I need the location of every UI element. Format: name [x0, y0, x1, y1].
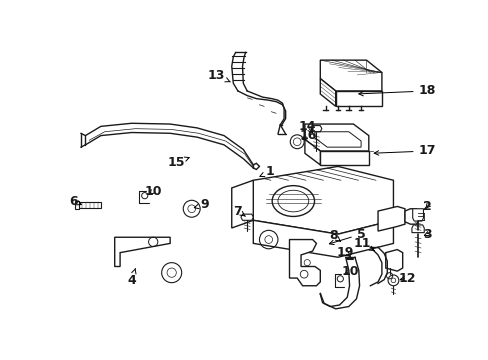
Polygon shape: [411, 225, 424, 233]
Polygon shape: [241, 214, 253, 220]
Polygon shape: [385, 249, 402, 271]
Polygon shape: [253, 220, 393, 257]
Polygon shape: [305, 139, 320, 165]
Text: 11: 11: [353, 237, 374, 251]
Polygon shape: [320, 60, 381, 91]
Text: 3: 3: [422, 228, 431, 240]
Polygon shape: [320, 78, 335, 106]
Text: 2: 2: [422, 200, 431, 213]
Polygon shape: [289, 239, 320, 286]
Text: 12: 12: [398, 271, 415, 284]
Polygon shape: [231, 180, 253, 228]
Polygon shape: [404, 209, 417, 224]
Text: 19: 19: [336, 246, 354, 259]
Text: 14: 14: [298, 120, 315, 133]
Polygon shape: [305, 124, 368, 151]
Text: 5: 5: [329, 228, 365, 245]
Text: 9: 9: [194, 198, 209, 211]
Text: 17: 17: [373, 144, 435, 157]
Text: 15: 15: [167, 156, 189, 169]
Text: 13: 13: [207, 69, 230, 82]
Text: 10: 10: [144, 185, 162, 198]
Text: 1: 1: [259, 165, 274, 178]
Text: 10: 10: [341, 265, 358, 278]
Text: 8: 8: [328, 229, 340, 242]
Polygon shape: [253, 166, 393, 234]
Polygon shape: [377, 206, 404, 231]
Text: 7: 7: [233, 204, 244, 217]
Polygon shape: [79, 202, 101, 208]
Text: 18: 18: [358, 85, 435, 98]
Text: 4: 4: [127, 269, 136, 287]
Text: 6: 6: [69, 194, 81, 208]
Polygon shape: [314, 132, 360, 147]
Polygon shape: [320, 151, 368, 165]
Polygon shape: [115, 237, 170, 266]
Polygon shape: [75, 201, 79, 209]
Polygon shape: [335, 91, 381, 106]
Text: 16: 16: [300, 129, 317, 142]
Polygon shape: [412, 209, 423, 221]
